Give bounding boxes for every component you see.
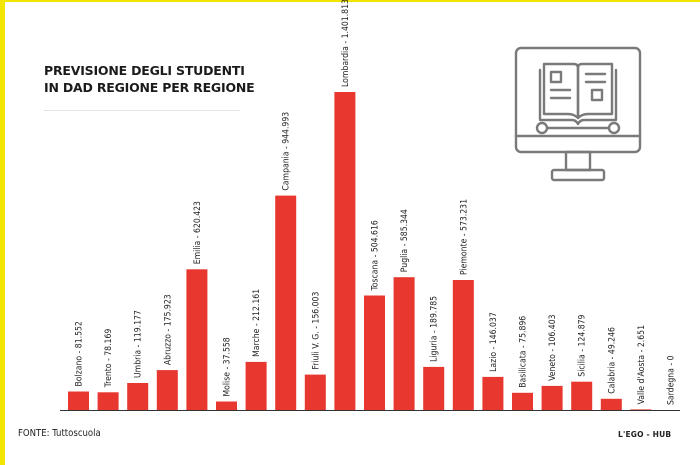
bar-label-0: Bolzano - 81.552 [75, 321, 85, 386]
bar-label-18: Calabria - 49.246 [607, 327, 617, 394]
bar-label-4: Emilia - 620.423 [193, 201, 203, 264]
title-divider [44, 110, 240, 111]
bar-label-20: Sardegna - 0 [667, 355, 677, 405]
yellow-frame-left [0, 0, 5, 465]
bar-label-10: Toscana - 504.616 [371, 220, 381, 291]
source-note: FONTE: Tuttoscuola [18, 428, 101, 439]
bar-label-2: Umbria - 119.177 [134, 310, 144, 378]
bar-11 [393, 277, 415, 410]
bar-label-7: Campania - 944.993 [282, 112, 292, 191]
bar-label-16: Veneto - 106.403 [548, 314, 558, 381]
chart-title-line-2: IN DAD REGIONE PER REGIONE [44, 80, 255, 95]
computer-book-icon [514, 46, 642, 182]
bar-label-1: Trento - 78.169 [104, 329, 114, 389]
bar-6 [245, 361, 267, 410]
bar-14 [482, 376, 504, 410]
bar-label-12: Liguria - 189.785 [430, 296, 440, 362]
bar-12 [423, 366, 445, 410]
bar-label-11: Puglia - 585.344 [400, 209, 410, 272]
bar-15 [512, 392, 533, 410]
bar-label-9: Lombardia - 1.401.813 [341, 0, 351, 87]
chart-title: PREVISIONE DEGLI STUDENTI IN DAD REGIONE… [44, 62, 284, 96]
bar-label-17: Sicilia - 124.879 [578, 314, 588, 376]
bar-4 [186, 269, 208, 410]
bar-18 [600, 398, 622, 410]
bar-17 [571, 381, 593, 410]
bar-7 [275, 195, 297, 410]
bar-label-6: Marche - 212.161 [252, 289, 262, 357]
bar-2 [127, 383, 149, 410]
bar-label-19: Valle d'Aosta - 2.651 [637, 325, 647, 404]
bar-13 [452, 280, 474, 410]
bar-1 [97, 392, 119, 410]
bar-label-8: Friuli V. G. - 156.003 [311, 292, 321, 370]
bar-label-5: Molise - 37.558 [223, 337, 233, 396]
bar-8 [304, 374, 326, 410]
bar-9 [334, 92, 356, 410]
brand-credit: L'EGO - HUB [618, 430, 672, 439]
bar-3 [156, 370, 178, 410]
bar-10 [364, 295, 385, 410]
bar-label-13: Piemonte - 573.231 [459, 199, 469, 275]
bar-19 [630, 409, 652, 410]
bar-16 [541, 385, 563, 410]
bar-label-15: Basilicata - 75.896 [519, 316, 529, 388]
chart-title-line-1: PREVISIONE DEGLI STUDENTI [44, 63, 245, 78]
bar-label-14: Lazio - 146.037 [489, 312, 499, 372]
bar-label-3: Abruzzo - 175.923 [163, 294, 173, 365]
bar-0 [68, 391, 89, 410]
yellow-frame-top [0, 0, 700, 2]
bar-5 [216, 401, 237, 410]
